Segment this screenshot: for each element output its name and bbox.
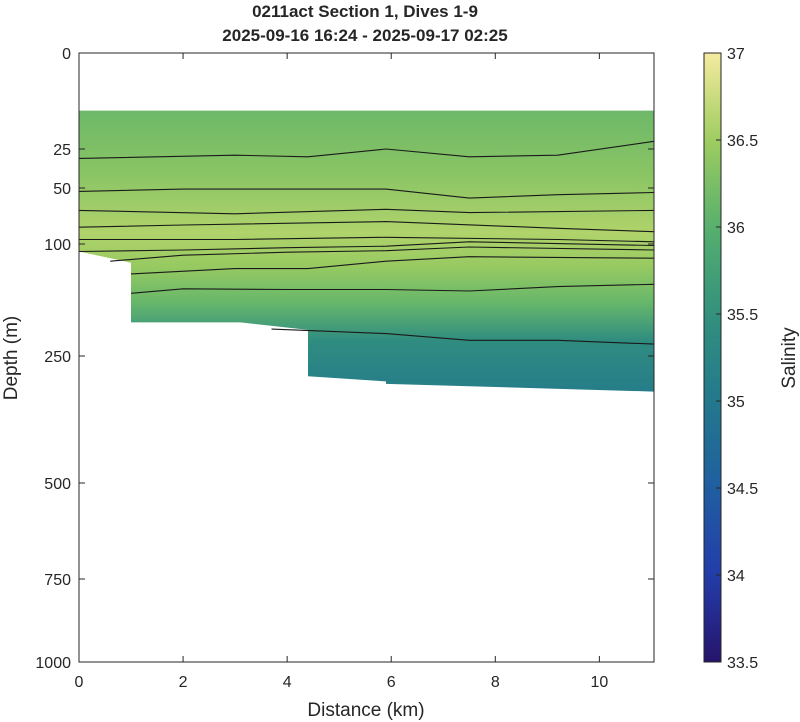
chart-title: 0211act Section 1, Dives 1-9 [252,2,478,21]
contour-line-7 [110,246,655,262]
x-tick-label: 6 [387,674,396,691]
colorbar-tick-label: 34 [727,568,745,585]
colorbar-tick-label: 37 [727,46,745,63]
y-tick-label: 25 [53,142,71,159]
y-tick-label: 0 [62,46,71,63]
contour-line-1 [78,140,655,159]
x-tick-label: 8 [491,674,500,691]
y-tick-label: 250 [44,349,71,366]
x-tick-label: 2 [179,674,188,691]
colorbar-label: Salinity [779,327,800,389]
colorbar-tick-label: 35 [727,394,745,411]
colorbar-ticks: 37 36.5 36 35.5 35 34.5 34 33.5 [716,46,758,672]
y-tick-label: 100 [44,237,71,254]
x-tick-label: 10 [590,674,608,691]
contour-line-2 [78,188,655,199]
colorbar-tick-label: 35.5 [727,307,758,324]
contour-line-10 [271,328,655,345]
contour-line-3 [78,208,655,215]
x-tick-label: 0 [75,674,84,691]
colorbar-tick-label: 36.5 [727,133,758,150]
x-axis-label: Distance (km) [307,700,424,721]
colorbar-tick-label: 33.5 [727,655,758,672]
contour-lines [78,140,655,345]
contour-line-9 [130,283,655,294]
y-axis-label: Depth (m) [1,316,22,400]
chart-subtitle: 2025-09-16 16:24 - 2025-09-17 02:25 [222,26,508,45]
plot-frame [78,52,655,663]
y-tick-label: 500 [44,476,71,493]
colorbar-tick-label: 36 [727,220,745,237]
y-tick-label: 750 [44,572,71,589]
contour-line-4 [78,221,655,233]
y-tick-label: 50 [53,181,71,198]
y-tick-label: 1000 [35,655,71,672]
colorbar-tick-label: 34.5 [727,481,758,498]
x-tick-label: 4 [283,674,292,691]
contour-line-5 [79,236,655,243]
contour-line-6 [78,241,655,253]
contour-line-8 [130,256,655,275]
colorbar [703,52,722,663]
